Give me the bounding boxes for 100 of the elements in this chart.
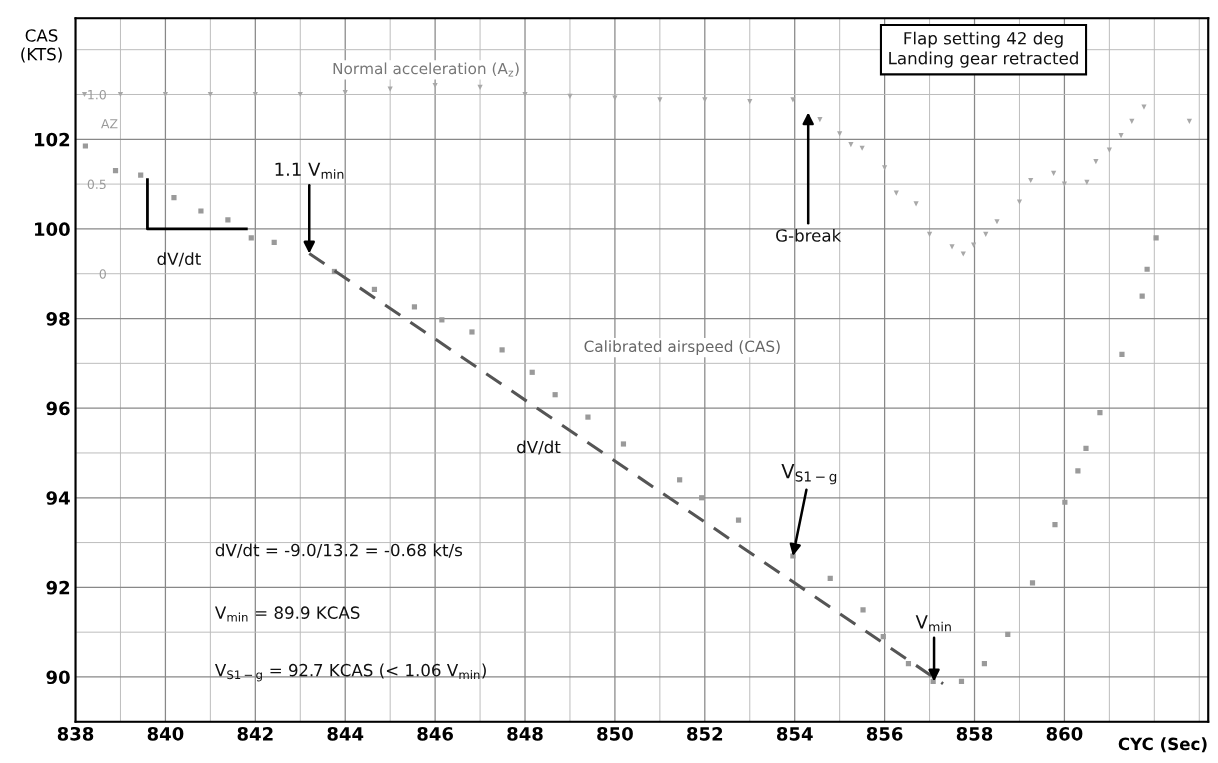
- point: [271, 239, 277, 245]
- point: [958, 678, 965, 685]
- point: [529, 369, 535, 375]
- point: [1153, 235, 1159, 241]
- point: [162, 91, 169, 98]
- x-tick-label: 856: [866, 726, 903, 741]
- point: [252, 91, 258, 98]
- point: [1005, 631, 1011, 638]
- point: [138, 172, 144, 178]
- annotation: dV/dt: [157, 252, 201, 267]
- point: [1083, 445, 1089, 452]
- point: [880, 634, 886, 640]
- x-tick-label: 838: [57, 726, 94, 741]
- point: [225, 217, 231, 223]
- y2-axis-title: AZ: [101, 119, 118, 129]
- annotation: V$_{min}$: [915, 615, 951, 632]
- x-tick-label: 860: [1046, 726, 1083, 741]
- point: [411, 304, 418, 310]
- point: [207, 91, 213, 98]
- point: [860, 607, 866, 613]
- point: [371, 286, 378, 292]
- annotation: V$_{S1−g}$ = 92.7 KCAS (< 1.06 V$_{min}$): [214, 663, 486, 682]
- point: [926, 231, 933, 237]
- x-tick-label: 852: [687, 726, 723, 741]
- point: [1029, 580, 1036, 586]
- point: [1186, 118, 1192, 124]
- point: [171, 194, 177, 201]
- point: [827, 575, 833, 582]
- point: [1051, 170, 1057, 176]
- point: [905, 660, 912, 667]
- point: [439, 317, 445, 323]
- point: [117, 91, 124, 98]
- y2-tick-label: 0: [99, 269, 106, 279]
- annotation: dV/dt: [517, 440, 561, 455]
- point: [657, 97, 663, 103]
- annotation: V$_{min}$ = 89.9 KCAS: [214, 606, 360, 622]
- x-tick-label: 846: [417, 726, 453, 741]
- point: [981, 660, 987, 667]
- y-axis-title: CAS (KTS): [21, 29, 62, 63]
- point: [82, 143, 88, 149]
- y-tick-label: 100: [35, 222, 70, 237]
- point: [297, 91, 303, 98]
- point: [1052, 522, 1058, 528]
- point: [747, 99, 753, 105]
- point: [81, 91, 88, 98]
- point: [1106, 147, 1112, 153]
- y-tick-label: 92: [46, 580, 70, 595]
- point: [1016, 199, 1023, 205]
- annotation: Flap setting 42 deg Landing gear retracted: [889, 31, 1078, 68]
- point: [1075, 468, 1081, 474]
- point: [960, 251, 966, 257]
- annotation: 1.1 V$_{min}$: [275, 162, 344, 179]
- point: [248, 235, 254, 241]
- x-tick-label: 858: [956, 726, 993, 741]
- point: [1139, 293, 1145, 299]
- point: [1093, 159, 1099, 165]
- x-tick-label: 842: [237, 726, 273, 741]
- point: [1119, 351, 1125, 357]
- point: [848, 142, 854, 148]
- point: [702, 97, 708, 103]
- x-tick-label: 840: [147, 726, 184, 741]
- annotation: V$_{S1−g}$: [781, 464, 837, 485]
- x-tick-label: 848: [507, 726, 543, 741]
- point: [971, 242, 977, 248]
- point: [552, 392, 558, 398]
- point: [585, 414, 591, 420]
- point: [1097, 410, 1103, 416]
- point: [112, 168, 119, 174]
- point: [837, 131, 843, 137]
- point: [893, 190, 899, 196]
- y-tick-label: 94: [46, 491, 70, 505]
- point: [790, 97, 796, 103]
- y-tick-label: 102: [35, 132, 70, 147]
- x-tick-label: 854: [776, 726, 813, 741]
- point: [1144, 266, 1150, 272]
- point: [342, 90, 348, 96]
- y2-tick-label: 0.5: [87, 179, 106, 190]
- x-tick-label: 844: [327, 726, 364, 741]
- point: [1061, 181, 1068, 187]
- point: [913, 201, 919, 207]
- point: [469, 329, 475, 335]
- point: [735, 517, 742, 523]
- annotation: dV/dt = -9.0/13.2 = -0.68 kt/s: [215, 543, 463, 558]
- annotation: G-break: [776, 228, 842, 242]
- y-tick-label: 96: [46, 401, 70, 416]
- y-tick-label: 90: [46, 670, 70, 685]
- y-tick-label: 98: [46, 311, 70, 326]
- annotation: Calibrated airspeed (CAS): [584, 340, 780, 356]
- point: [882, 165, 888, 171]
- point: [1028, 177, 1034, 184]
- point: [620, 441, 627, 447]
- x-axis-title: CYC (Sec): [1118, 737, 1207, 753]
- point: [1062, 499, 1068, 505]
- annotation: Normal acceleration (A$_{z}$): [333, 62, 519, 77]
- point: [1141, 104, 1147, 110]
- point: [499, 347, 505, 353]
- point: [699, 495, 705, 501]
- x-tick-label: 850: [597, 726, 633, 741]
- point: [677, 477, 683, 483]
- point: [612, 95, 618, 101]
